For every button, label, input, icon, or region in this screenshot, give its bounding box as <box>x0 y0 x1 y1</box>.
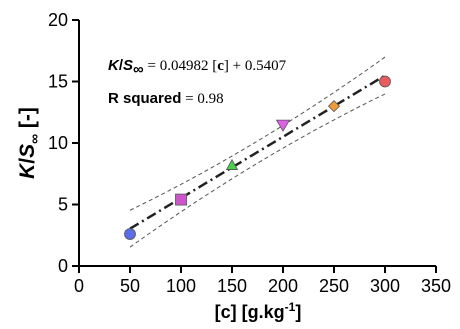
data-point-250 <box>327 100 341 113</box>
x-tick-label: 200 <box>268 276 298 296</box>
confidence-band-lower <box>129 93 386 248</box>
y-axis-title: K/S∞ [-] <box>16 107 42 179</box>
data-point-200 <box>275 119 291 132</box>
x-axis-title: [c] [g.kg-1] <box>215 300 302 322</box>
plot-area <box>124 56 391 248</box>
y-ticks: 0 5 10 15 20 <box>48 10 79 276</box>
x-tick-label: 100 <box>166 276 196 296</box>
x-tick-label: 250 <box>319 276 349 296</box>
x-ticks: 0 50 100 150 200 250 300 350 <box>74 266 451 296</box>
y-tick-label: 5 <box>58 195 68 215</box>
y-tick-label: 10 <box>48 133 68 153</box>
confidence-band-upper <box>129 56 386 211</box>
x-tick-label: 50 <box>120 276 140 296</box>
data-point-100 <box>175 193 187 206</box>
data-point-150 <box>225 158 239 170</box>
x-tick-label: 300 <box>370 276 400 296</box>
x-tick-label: 350 <box>421 276 451 296</box>
y-tick-label: 20 <box>48 10 68 30</box>
y-tick-label: 0 <box>58 256 68 276</box>
y-tick-label: 15 <box>48 72 68 92</box>
data-point-300 <box>379 75 391 88</box>
data-point-50 <box>124 228 136 240</box>
fit-equation: K/S∞ = 0.04982 [c] + 0.5407 <box>108 57 287 78</box>
fit-line <box>129 74 386 230</box>
r-squared-annotation: R squared = 0.98 <box>108 90 224 107</box>
x-tick-label: 150 <box>217 276 247 296</box>
x-tick-label: 0 <box>74 276 84 296</box>
